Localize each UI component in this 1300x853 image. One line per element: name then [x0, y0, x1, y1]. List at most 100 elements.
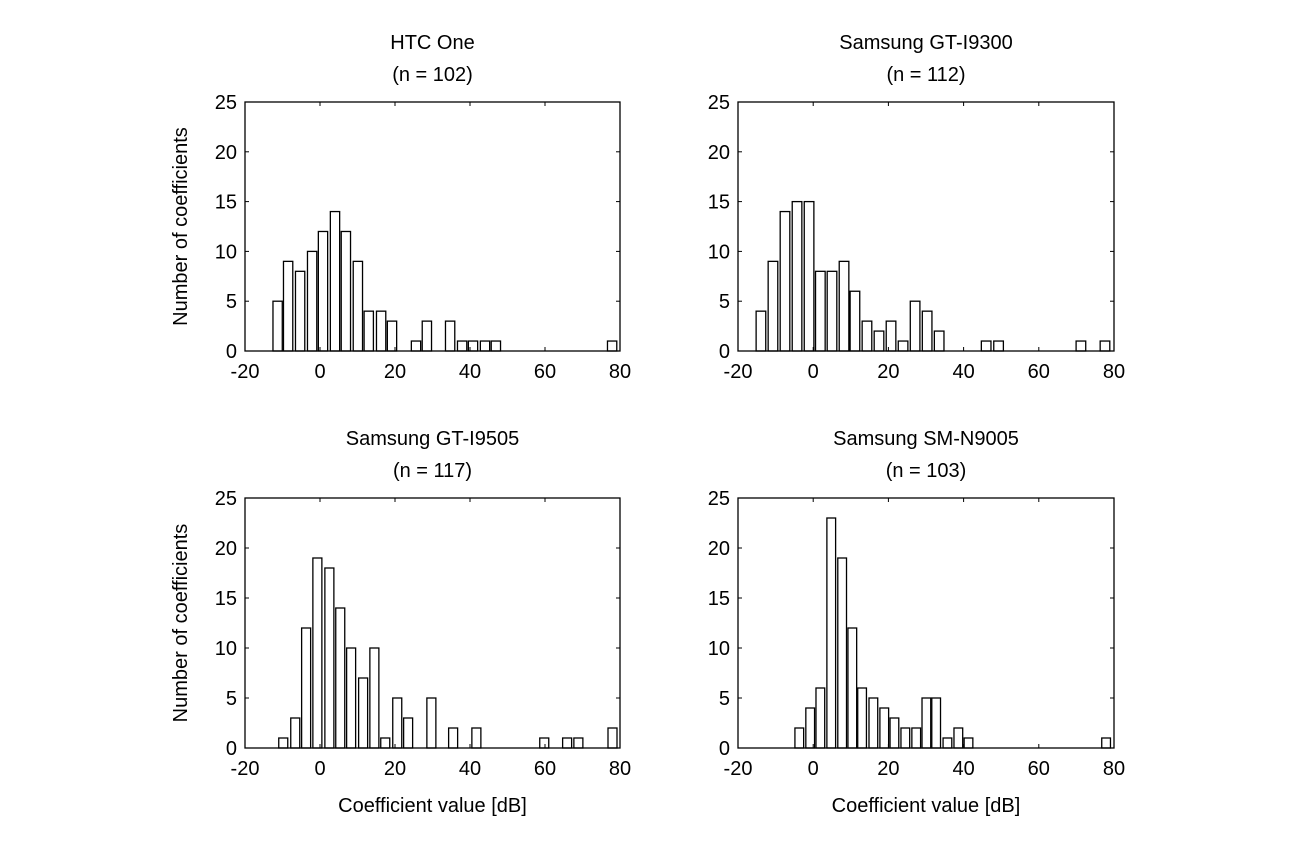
y-tick-label: 25 — [708, 488, 730, 510]
histogram-bar — [826, 270, 838, 352]
histogram-bar — [993, 340, 1005, 352]
y-tick-label: 15 — [708, 192, 730, 214]
histogram-bar — [352, 260, 364, 352]
x-tick-label: 0 — [808, 361, 819, 383]
histogram-bar — [606, 340, 618, 352]
axes-box — [737, 101, 1115, 352]
x-tick-label: 40 — [459, 758, 481, 780]
histogram-bar — [375, 310, 387, 352]
histogram-bar — [312, 557, 323, 749]
histogram-bar — [755, 310, 767, 352]
histogram-bar — [357, 677, 369, 749]
histogram-bar — [805, 707, 816, 749]
y-axis-label: Number of coefficients — [170, 524, 192, 723]
histogram-bar — [838, 260, 850, 352]
histogram-bar — [490, 340, 502, 352]
histogram-bar — [607, 727, 618, 749]
histogram-bar — [931, 697, 942, 749]
histogram-bar — [953, 727, 964, 749]
histogram-bar — [294, 270, 306, 352]
x-tick-label: 60 — [534, 758, 556, 780]
histogram-bar — [847, 627, 858, 749]
histogram-bar — [779, 210, 791, 352]
histogram-bar — [402, 717, 414, 749]
histogram-bar — [392, 697, 403, 749]
histogram-bar — [282, 260, 294, 352]
histogram-bar — [897, 340, 909, 352]
histogram-bar — [329, 210, 341, 352]
histogram-bar — [921, 697, 932, 749]
y-tick-label: 15 — [215, 192, 237, 214]
histogram-bar — [857, 687, 868, 749]
y-tick-label: 0 — [719, 738, 730, 760]
histogram-bar — [335, 607, 346, 749]
histogram-bar — [921, 310, 933, 352]
histogram-bar — [861, 320, 873, 352]
histogram-bar — [1099, 340, 1111, 352]
subplot-sample-size: (n = 103) — [886, 460, 967, 482]
x-tick-label: 20 — [877, 758, 899, 780]
histogram-bar — [909, 300, 921, 352]
histogram-bar — [942, 737, 953, 749]
x-tick-label: 60 — [534, 361, 556, 383]
histogram-bar — [272, 300, 283, 352]
x-tick-label: 60 — [1028, 758, 1050, 780]
y-tick-label: 5 — [226, 291, 237, 313]
histogram-bar — [849, 290, 861, 352]
histogram-bar — [885, 320, 897, 352]
histogram-bar — [380, 737, 391, 749]
histogram-bar — [900, 727, 911, 749]
histogram-bar — [933, 330, 945, 352]
subplot-title: Samsung GT-I9505 — [346, 428, 519, 450]
histogram-bar — [573, 737, 584, 749]
histogram-bar — [290, 717, 301, 749]
histogram-bar — [911, 727, 922, 749]
y-tick-label: 5 — [719, 688, 730, 710]
x-tick-label: 0 — [314, 758, 325, 780]
y-tick-label: 10 — [708, 241, 730, 263]
histogram-bar — [426, 697, 437, 749]
x-tick-label: -20 — [724, 361, 753, 383]
y-tick-label: 5 — [226, 688, 237, 710]
histogram-bar — [479, 340, 491, 352]
y-tick-label: 20 — [215, 142, 237, 164]
x-tick-label: 40 — [952, 361, 974, 383]
axes-box — [244, 497, 621, 749]
histogram-bar — [421, 320, 433, 352]
histogram-bar — [815, 687, 826, 749]
x-tick-label: 0 — [808, 758, 819, 780]
histogram-bar — [471, 727, 482, 749]
histogram-bar — [447, 727, 459, 749]
x-tick-label: 80 — [609, 758, 631, 780]
y-tick-label: 15 — [215, 588, 237, 610]
x-axis-label: Coefficient value [dB] — [338, 795, 527, 817]
subplot-title: Samsung GT-I9300 — [839, 32, 1012, 54]
x-tick-label: 20 — [877, 361, 899, 383]
y-tick-label: 25 — [215, 92, 237, 114]
axes-box — [737, 497, 1115, 749]
y-tick-label: 10 — [215, 638, 237, 660]
histogram-bar — [873, 330, 885, 352]
histogram-bar — [444, 320, 456, 352]
y-tick-label: 10 — [708, 638, 730, 660]
histogram-bar — [317, 230, 329, 352]
subplot-title: HTC One — [390, 32, 474, 54]
histogram-bar — [369, 647, 380, 749]
x-tick-label: 40 — [952, 758, 974, 780]
axes-box — [244, 101, 621, 352]
x-tick-label: 80 — [609, 361, 631, 383]
x-axis-label: Coefficient value [dB] — [832, 795, 1021, 817]
histogram-bar — [767, 260, 779, 352]
histogram-bar — [324, 567, 335, 749]
histogram-bar — [539, 737, 550, 749]
histogram-bar — [561, 737, 573, 749]
x-tick-label: 40 — [459, 361, 481, 383]
histogram-bar — [363, 310, 375, 352]
histogram-bar — [278, 737, 289, 749]
y-tick-label: 0 — [226, 738, 237, 760]
x-tick-label: -20 — [231, 758, 260, 780]
